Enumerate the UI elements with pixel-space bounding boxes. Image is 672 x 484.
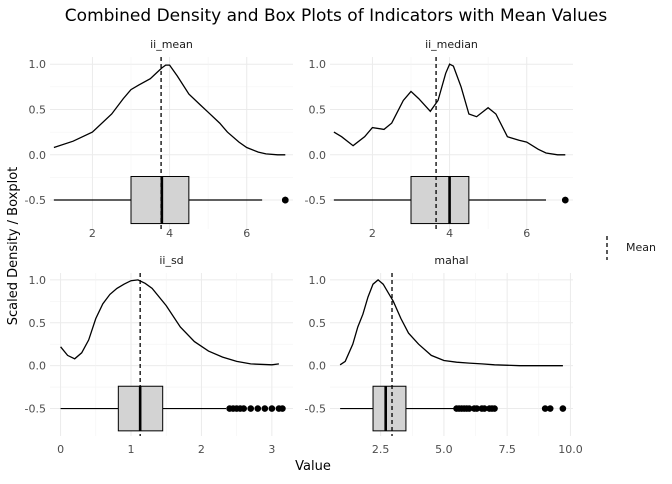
boxplot-box xyxy=(372,385,407,432)
boxplot-outlier xyxy=(546,405,554,412)
x-tick-label: 3 xyxy=(268,443,275,456)
boxplot-outlier xyxy=(254,405,262,412)
y-axis-label: Scaled Density / Boxplot xyxy=(6,167,21,326)
x-tick-label: 1 xyxy=(128,443,135,456)
legend: Mean xyxy=(606,236,656,260)
density-curve xyxy=(333,63,566,156)
boxplot-outlier xyxy=(491,405,498,412)
grid-lines xyxy=(330,273,573,436)
boxplot-outlier xyxy=(261,405,269,412)
x-tick-label: 6 xyxy=(243,227,250,240)
y-tick-label: 0.5 xyxy=(309,317,327,330)
density-curve xyxy=(339,279,563,367)
boxplot-outlier xyxy=(561,196,569,204)
facet-title: ii_mean xyxy=(150,38,193,51)
x-tick-label: 2 xyxy=(369,227,376,240)
boxplot-outlier xyxy=(281,196,289,204)
boxplot-outlier xyxy=(481,405,488,412)
x-tick-label: 2 xyxy=(89,227,96,240)
y-tick-label: -0.5 xyxy=(305,194,326,207)
x-tick-label: 2.5 xyxy=(372,443,390,456)
x-tick-label: 6 xyxy=(523,227,530,240)
facet-title: mahal xyxy=(434,254,468,267)
boxplot-outlier xyxy=(279,405,286,412)
x-tick-label: 2 xyxy=(198,443,205,456)
legend-mean-label: Mean xyxy=(626,241,656,254)
y-tick-label: 1.0 xyxy=(309,58,327,71)
y-tick-label: 0.5 xyxy=(29,104,47,117)
facet-panel-ii_mean: ii_mean -0.5 0.0 0.5 1.0 2 4 6 xyxy=(25,38,293,240)
y-tick-label: 0.0 xyxy=(309,360,327,373)
facet-title: ii_sd xyxy=(159,254,183,267)
facet-title: ii_median xyxy=(425,38,478,51)
boxplot-box xyxy=(410,175,470,225)
chart-title: Combined Density and Box Plots of Indica… xyxy=(65,6,608,26)
y-tick-label: -0.5 xyxy=(25,403,46,416)
facet-panel-ii_median: ii_median -0.5 0.0 0.5 1.0 2 4 6 xyxy=(305,38,573,240)
x-axis-label: Value xyxy=(295,459,331,474)
y-tick-label: 0.0 xyxy=(309,149,327,162)
y-tick-label: 0.5 xyxy=(309,104,327,117)
boxplot-outlier xyxy=(268,405,276,412)
boxplot-outlier xyxy=(240,405,247,412)
boxplot-outlier xyxy=(473,405,481,412)
x-tick-label: 7.5 xyxy=(498,443,516,456)
x-tick-label: 10.0 xyxy=(558,443,583,456)
y-tick-label: 1.0 xyxy=(29,274,47,287)
y-tick-label: 0.0 xyxy=(29,149,47,162)
facet-panels: ii_mean -0.5 0.0 0.5 1.0 2 4 6 ii_median -0.5 0.0 0… xyxy=(25,38,583,456)
y-tick-label: 0.5 xyxy=(29,317,47,330)
boxplot-outlier xyxy=(541,405,549,412)
y-tick-label: 0.0 xyxy=(29,360,47,373)
density-curve xyxy=(60,279,279,366)
y-tick-label: 1.0 xyxy=(309,274,327,287)
boxplot-outlier xyxy=(247,405,255,412)
x-tick-label: 5.0 xyxy=(435,443,453,456)
y-tick-label: -0.5 xyxy=(305,403,326,416)
y-tick-label: 1.0 xyxy=(29,58,47,71)
y-tick-label: -0.5 xyxy=(25,194,46,207)
facet-panel-ii_sd: ii_sd -0.5 0.0 0.5 1.0 0 1 2 3 xyxy=(25,254,293,456)
boxplot-outlier xyxy=(465,405,473,412)
boxplot-outlier xyxy=(559,405,567,412)
x-tick-label: 0 xyxy=(57,443,64,456)
density-curve xyxy=(53,64,286,156)
boxplot-box xyxy=(130,175,190,225)
x-tick-label: 4 xyxy=(446,227,453,240)
facet-panel-mahal: mahal -0.5 0.0 0.5 1.0 2.5 5.0 7.5 10.0 xyxy=(305,254,583,456)
x-tick-label: 4 xyxy=(166,227,173,240)
